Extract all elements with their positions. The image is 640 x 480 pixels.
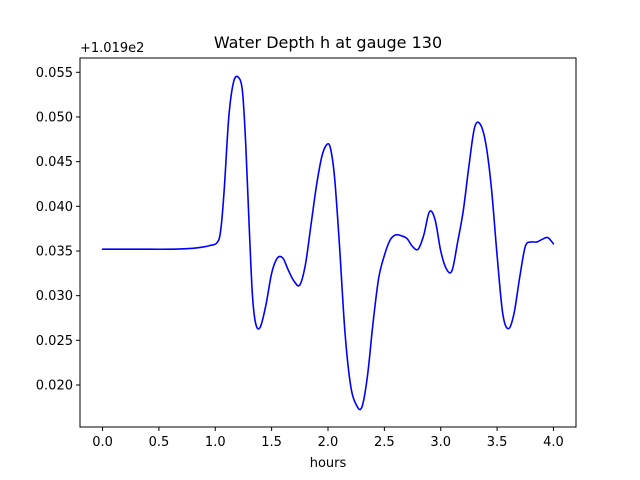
y-tick-label: 0.040 — [36, 200, 73, 215]
x-axis: 0.0 0.5 1.0 1.5 2.0 2.5 3.0 3.5 4.0 — [92, 427, 564, 450]
y-tick-label: 0.035 — [36, 244, 73, 259]
x-tick-label: 2.0 — [318, 435, 339, 450]
x-tick-label: 3.0 — [430, 435, 451, 450]
x-tick-label: 0.5 — [149, 435, 170, 450]
x-tick-label: 0.0 — [92, 435, 113, 450]
axes-frame — [79, 57, 577, 428]
y-tick-label: 0.055 — [36, 66, 73, 81]
x-axis-label: hours — [310, 456, 347, 471]
series-line-gauge-130 — [101, 75, 555, 411]
x-tick-label: 2.5 — [374, 435, 395, 450]
y-tick-label: 0.050 — [36, 110, 73, 125]
x-tick-label: 1.0 — [205, 435, 226, 450]
x-tick-label: 3.5 — [487, 435, 508, 450]
x-tick-label: 4.0 — [543, 435, 564, 450]
y-axis: 0.020 0.025 0.030 0.035 0.040 0.045 0.050 0.055 — [36, 66, 80, 394]
chart-title: Water Depth h at gauge 130 — [214, 33, 442, 52]
y-tick-label: 0.025 — [36, 334, 73, 349]
y-tick-label: 0.020 — [36, 379, 73, 394]
x-tick-label: 1.5 — [261, 435, 282, 450]
y-tick-label: 0.030 — [36, 289, 73, 304]
plot-area — [79, 57, 577, 428]
y-axis-offset-label: +1.019e2 — [80, 41, 144, 56]
y-tick-label: 0.045 — [36, 155, 73, 170]
